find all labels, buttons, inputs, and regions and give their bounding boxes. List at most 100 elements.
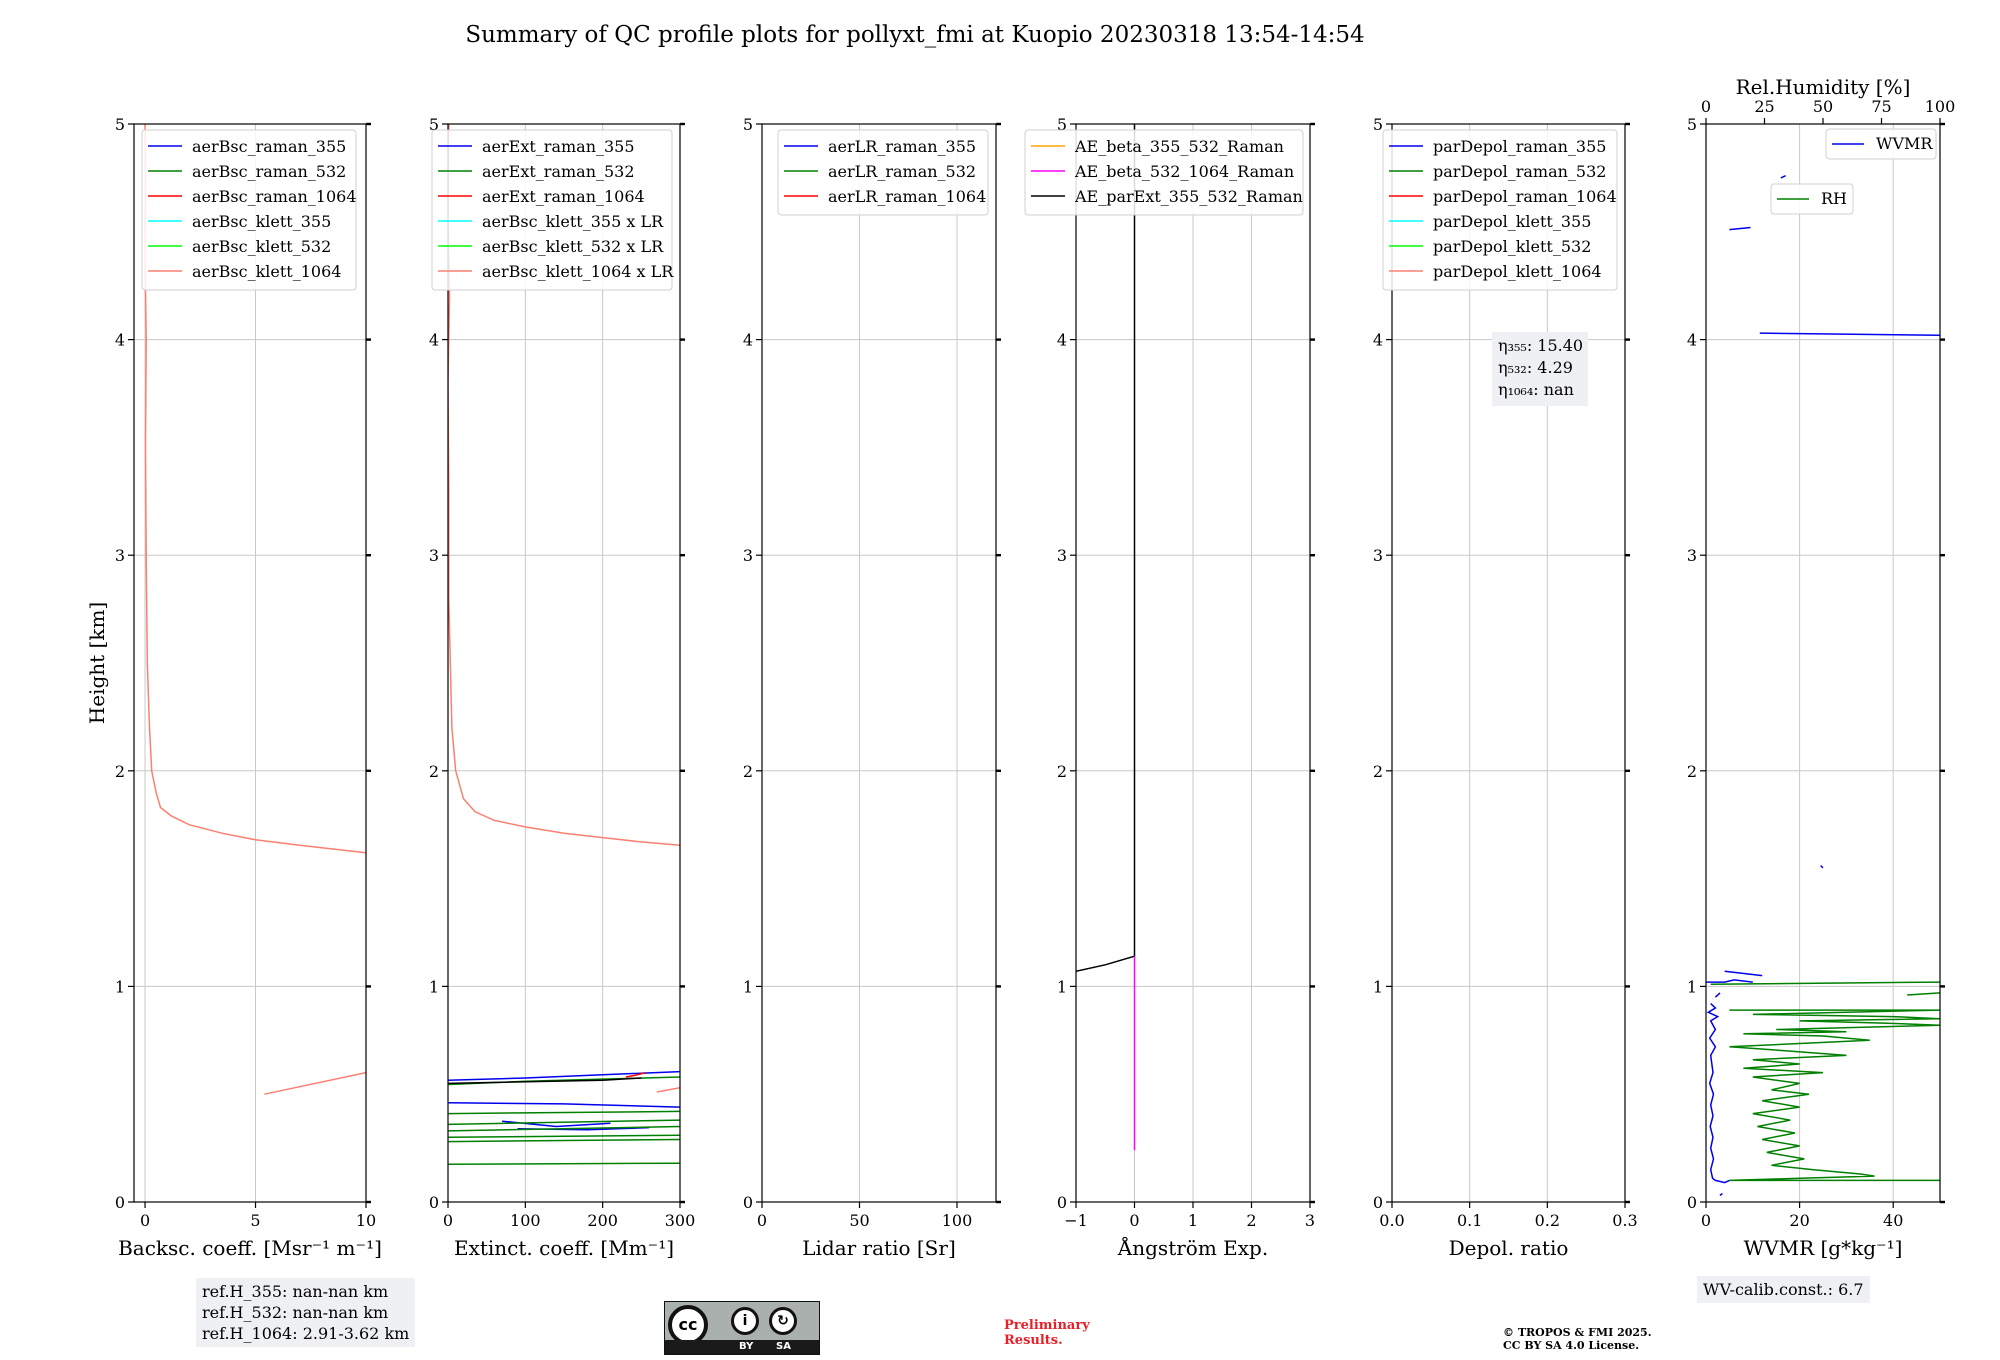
y-tick-label: 1 [743, 977, 753, 996]
top-x-tick-label: 25 [1754, 97, 1774, 116]
legend: aerLR_raman_355 aerLR_raman_532 aerLR_rama… [777, 129, 989, 216]
series-line-aerBsc_klett_1064 x LR [656, 1086, 680, 1093]
y-tick-label: 4 [743, 331, 753, 350]
y-tick-label: 1 [1057, 977, 1067, 996]
ref-height-1064: ref.H_1064: 2.91-3.62 km [202, 1324, 410, 1343]
y-tick-label: 2 [1373, 762, 1383, 781]
depol-annotation: η₃₅₅: 15.40 η₅₃₂: 4.29 η₁₀₆₄: nan [1492, 332, 1588, 406]
x-tick-label: 0 [1129, 1211, 1139, 1230]
series-line-aerExt_raman_532 [448, 1110, 680, 1115]
preliminary-line-2: Results. [1004, 1333, 1063, 1348]
legend-label-parDepol_klett_1064: parDepol_klett_1064 [1433, 262, 1602, 281]
legend-label-parDepol_klett_355: parDepol_klett_355 [1433, 212, 1591, 231]
x-tick-label: 300 [665, 1211, 696, 1230]
top-x-tick-label: 100 [1925, 97, 1956, 116]
y-tick-label: 4 [115, 331, 125, 350]
panel-extinction: 0 1 2 3 4 5 0 100 200 300 Extinct. coeff. [Mm⁻¹] ae… [429, 115, 695, 1260]
legend-label-aerBsc_klett_355 x LR: aerBsc_klett_355 x LR [482, 212, 664, 231]
y-tick-label: 4 [429, 331, 439, 350]
legend-label-aerBsc_klett_355: aerBsc_klett_355 [192, 212, 331, 231]
panel-backscatter: 0 1 2 3 4 5 0 5 10 Backsc. coeff. [Msr⁻¹ m⁻¹] Heig… [85, 115, 382, 1260]
x-tick-label: 2 [1246, 1211, 1256, 1230]
y-tick-label: 2 [115, 762, 125, 781]
series-line-WVMR [1706, 979, 1753, 983]
series-line-aerExt_raman_532 [448, 1119, 680, 1126]
y-tick-label: 0 [743, 1193, 753, 1212]
legend-box [141, 129, 357, 291]
legend-label-aerBsc_klett_1064: aerBsc_klett_1064 [192, 262, 341, 281]
series-line-WVMR [1820, 865, 1824, 869]
preliminary-notice: Preliminary Results. [1004, 1318, 1090, 1348]
series-line-WVMR [1706, 1003, 1730, 1184]
y-axis-label: Height [km] [85, 602, 109, 724]
legend-label: WVMR [1876, 134, 1933, 153]
legend-label-aerBsc_raman_355: aerBsc_raman_355 [192, 137, 346, 156]
x-axis-label: WVMR [g*kg⁻¹] [1744, 1236, 1903, 1260]
series-line-AE_parExt_355_532_Raman [1076, 124, 1136, 973]
series-line-aerExt_raman_532 [448, 1134, 680, 1139]
y-tick-label: 3 [1057, 546, 1067, 565]
legend-box [1825, 128, 1937, 160]
annotation-line: η₅₃₂: 4.29 [1498, 358, 1573, 377]
legend-label-aerBsc_klett_532 x LR: aerBsc_klett_532 x LR [482, 237, 664, 256]
y-tick-label: 0 [1057, 1193, 1067, 1212]
share-alike-icon: ↻ [769, 1307, 797, 1335]
top-x-tick-label: 0 [1701, 97, 1711, 116]
x-axis-label: Ångström Exp. [1117, 1235, 1268, 1260]
x-tick-label: 20 [1789, 1211, 1809, 1230]
y-tick-label: 5 [115, 115, 125, 134]
legend-label-aerLR_raman_1064: aerLR_raman_1064 [828, 187, 986, 206]
legend-entry-WVMR: WVMR [1825, 128, 1937, 160]
series-line-aerExt_raman_532 [448, 1125, 680, 1132]
ref-height-355: ref.H_355: nan-nan km [202, 1282, 389, 1301]
reference-height-box: ref.H_355: nan-nan km ref.H_532: nan-nan… [196, 1278, 416, 1347]
y-tick-label: 0 [1687, 1193, 1697, 1212]
series-line-aerBsc_klett_1064 [144, 124, 366, 854]
y-tick-label: 1 [1687, 977, 1697, 996]
series-line-WVMR [1714, 992, 1721, 998]
y-tick-label: 2 [429, 762, 439, 781]
ref-height-532: ref.H_532: nan-nan km [202, 1303, 389, 1322]
copyright-line-1: © TROPOS & FMI 2025. [1503, 1326, 1652, 1339]
series-line-aerExt_raman_1064 [448, 1077, 642, 1085]
figure-title: Summary of QC profile plots for pollyxt_… [465, 22, 1365, 48]
cc-license-badge: cc i ↻ BY SA [664, 1301, 820, 1355]
series-group [1706, 175, 1940, 1197]
annotation-line: η₁₀₆₄: nan [1498, 380, 1574, 399]
y-tick-label: 0 [115, 1193, 125, 1212]
y-tick-label: 2 [1687, 762, 1697, 781]
axes-frame [1705, 123, 1941, 1203]
series-line-aerExt_raman_532 [448, 1138, 680, 1143]
y-tick-label: 5 [743, 115, 753, 134]
legend-label-parDepol_raman_532: parDepol_raman_532 [1433, 162, 1606, 181]
y-tick-label: 0 [429, 1193, 439, 1212]
series-line-RH [1907, 992, 1940, 996]
legend-label-aerExt_raman_532: aerExt_raman_532 [482, 162, 635, 181]
y-tick-label: 0 [1373, 1193, 1383, 1212]
legend-label-aerBsc_raman_1064: aerBsc_raman_1064 [192, 187, 357, 206]
top-x-tick-label: 50 [1813, 97, 1833, 116]
y-tick-label: 4 [1373, 331, 1383, 350]
badge-by-label: BY [739, 1341, 754, 1352]
y-tick-label: 1 [115, 977, 125, 996]
y-tick-label: 5 [1057, 115, 1067, 134]
x-tick-label: 0.3 [1612, 1211, 1637, 1230]
legend-label-AE_parExt_355_532_Raman: AE_parExt_355_532_Raman [1074, 187, 1303, 206]
legend-label-aerLR_raman_355: aerLR_raman_355 [828, 137, 976, 156]
legend-label-aerBsc_raman_532: aerBsc_raman_532 [192, 162, 346, 181]
y-tick-label: 4 [1687, 331, 1697, 350]
series-group [1076, 124, 1136, 1151]
y-tick-label: 3 [1687, 546, 1697, 565]
series-line-aerBsc_klett_1064 [264, 1071, 366, 1095]
x-tick-label: 40 [1883, 1211, 1903, 1230]
y-tick-label: 5 [1373, 115, 1383, 134]
y-tick-label: 3 [429, 546, 439, 565]
series-group [144, 124, 366, 1095]
y-tick-label: 3 [115, 546, 125, 565]
x-tick-label: 0.1 [1457, 1211, 1482, 1230]
x-tick-label: 50 [849, 1211, 869, 1230]
legend-label-aerLR_raman_532: aerLR_raman_532 [828, 162, 976, 181]
badge-sa-label: SA [776, 1341, 791, 1352]
